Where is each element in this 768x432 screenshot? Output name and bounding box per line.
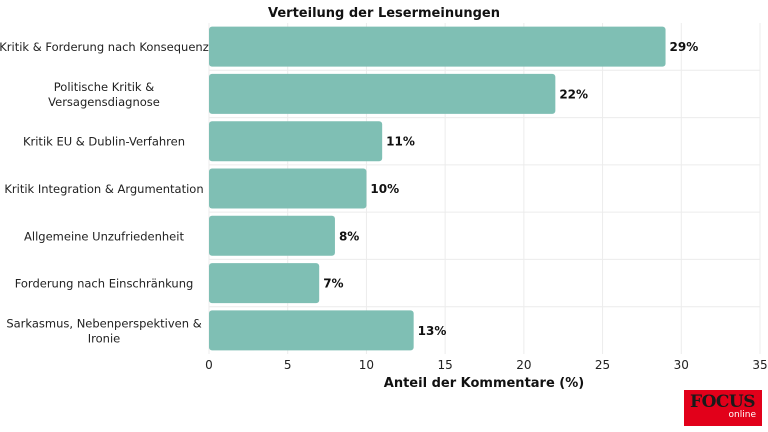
y-tick-label-line: Sarkasmus, Nebenperspektiven & bbox=[6, 316, 201, 330]
data-label: 22% bbox=[559, 87, 588, 101]
chart-title: Verteilung der Lesermeinungen bbox=[268, 6, 500, 21]
bar bbox=[209, 263, 320, 304]
y-tick-label-line: Versagensdiagnose bbox=[48, 95, 160, 109]
x-tick-label: 10 bbox=[359, 358, 374, 372]
data-label: 29% bbox=[670, 40, 699, 54]
y-tick-label: Kritik & Forderung nach Konsequenz bbox=[0, 40, 209, 54]
x-axis-label: Anteil der Kommentare (%) bbox=[384, 376, 584, 391]
bar bbox=[209, 215, 335, 256]
y-tick-label-line: Kritik & Forderung nach Konsequenz bbox=[0, 40, 209, 54]
y-tick-label-line: Politische Kritik & bbox=[54, 80, 154, 94]
logo-sub: online bbox=[728, 410, 756, 420]
y-tick-label-line: Ironie bbox=[88, 331, 120, 345]
bar bbox=[209, 168, 367, 209]
bar bbox=[209, 73, 556, 114]
y-tick-label: Forderung nach Einschränkung bbox=[15, 277, 194, 291]
logo-brand: FOCUS bbox=[690, 392, 756, 412]
data-label: 13% bbox=[418, 324, 447, 338]
x-tick-label: 15 bbox=[438, 358, 453, 372]
y-tick-label-line: Kritik EU & Dublin-Verfahren bbox=[23, 135, 185, 149]
bar bbox=[209, 121, 383, 162]
y-tick-label: Politische Kritik & Versagensdiagnose bbox=[48, 80, 160, 109]
y-tick-label: Kritik EU & Dublin-Verfahren bbox=[23, 135, 185, 149]
y-tick-label-line: Allgemeine Unzufriedenheit bbox=[24, 229, 184, 243]
y-tick-label: Kritik Integration & Argumentation bbox=[4, 182, 203, 196]
y-tick-label: Allgemeine Unzufriedenheit bbox=[24, 229, 184, 243]
y-tick-label-line: Kritik Integration & Argumentation bbox=[4, 182, 203, 196]
data-label: 11% bbox=[386, 135, 415, 149]
y-tick-label-line: Forderung nach Einschränkung bbox=[15, 277, 194, 291]
focus-online-logo: FOCUS online bbox=[684, 390, 762, 426]
data-label: 10% bbox=[370, 182, 399, 196]
x-tick-label: 5 bbox=[284, 358, 292, 372]
bar bbox=[209, 310, 414, 351]
x-tick-label: 35 bbox=[752, 358, 767, 372]
x-tick-label: 30 bbox=[674, 358, 689, 372]
x-tick-label: 25 bbox=[595, 358, 610, 372]
x-tick-label: 0 bbox=[205, 358, 213, 372]
x-tick-label: 20 bbox=[516, 358, 531, 372]
data-label: 7% bbox=[323, 277, 343, 291]
bar bbox=[209, 26, 666, 67]
data-label: 8% bbox=[339, 229, 359, 243]
y-tick-label: Sarkasmus, Nebenperspektiven & Ironie bbox=[6, 316, 201, 345]
